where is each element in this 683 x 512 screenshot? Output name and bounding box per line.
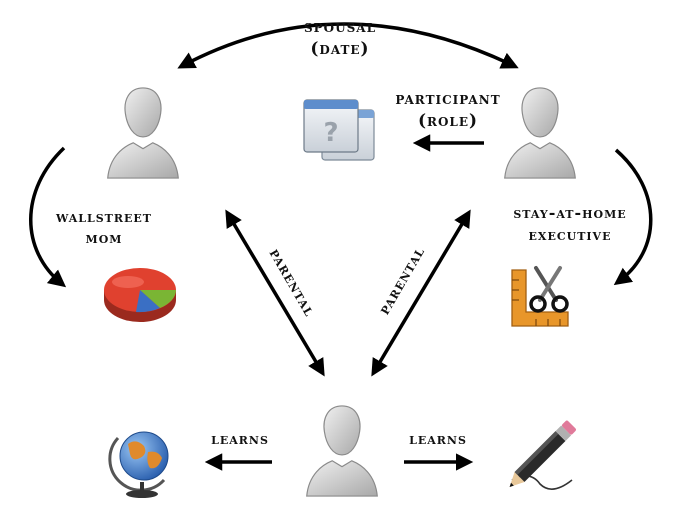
- parental-right-label: parental: [374, 243, 428, 318]
- parental-left-arrow: [225, 209, 325, 377]
- executive-label: executive: [529, 225, 612, 244]
- ruler-scissors-icon: [511, 266, 569, 327]
- globe-icon: [108, 431, 169, 498]
- person-icon: [107, 87, 179, 179]
- pencil-icon: [509, 420, 576, 490]
- spousal-arrow: [177, 22, 519, 69]
- mom-label: mom: [86, 228, 123, 247]
- wallstreet-arrow: [29, 146, 67, 288]
- pie-chart-icon: [104, 268, 176, 322]
- wallstreet-label: wallstreet: [55, 207, 152, 226]
- svg-text:?: ?: [323, 118, 338, 148]
- unknown-window-icon: ?: [303, 99, 375, 161]
- learns-right-label: learns: [409, 429, 467, 448]
- stay-at-home-arrow: [613, 148, 653, 286]
- labels: spousal (date) participant (role) wallst…: [55, 17, 626, 448]
- person-icon: [504, 87, 576, 179]
- stay-at-home-label: stay-at-home: [513, 203, 626, 222]
- spousal-label: spousal: [304, 17, 376, 37]
- arrows: [29, 22, 653, 471]
- person-icon: [306, 405, 378, 497]
- parental-right-arrow: [371, 209, 471, 377]
- spousal-date-label: (date): [310, 39, 369, 59]
- participant-role-label: (role): [418, 111, 478, 131]
- learns-left-label: learns: [211, 429, 269, 448]
- participant-label: participant: [395, 89, 500, 109]
- parental-left-label: parental: [266, 245, 320, 320]
